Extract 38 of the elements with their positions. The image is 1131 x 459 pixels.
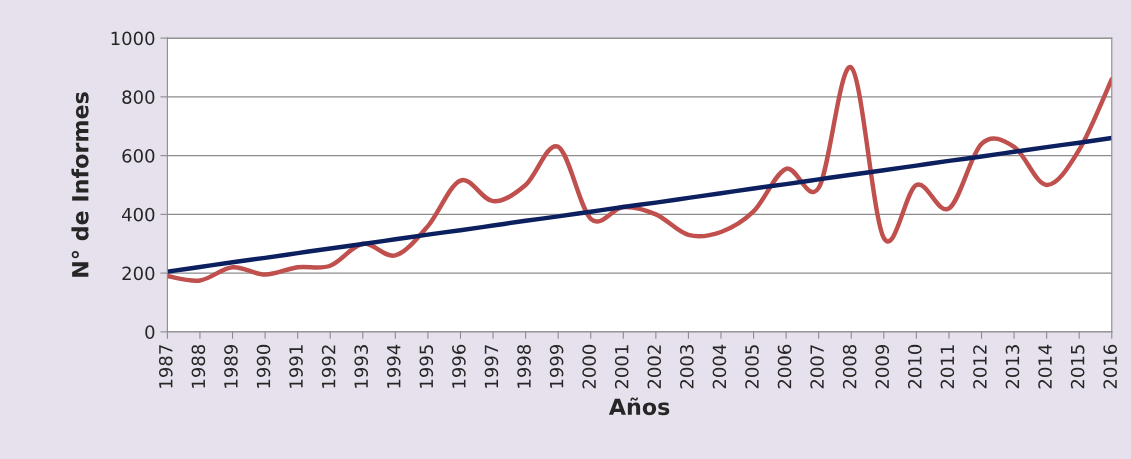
y-tick-label: 400: [122, 207, 155, 222]
x-axis-title: Años: [608, 397, 670, 416]
x-tick-label: 2005: [745, 345, 759, 389]
x-tick-label: 2007: [810, 345, 824, 389]
x-tick-label: 2015: [1070, 345, 1085, 389]
x-tick-label: 2000: [582, 344, 596, 389]
x-tick-label: 2004: [712, 344, 727, 389]
y-tick-label: 0: [145, 325, 155, 339]
x-tick-label: 1993: [354, 345, 369, 388]
y-tick-label: 600: [122, 149, 155, 163]
x-tick-label: 2013: [1005, 345, 1020, 389]
x-tick-label: 1990: [256, 344, 271, 388]
x-tick-label: 2003: [680, 345, 694, 389]
x-tick-label: 2011: [940, 345, 955, 389]
x-tick-label: 1988: [191, 344, 206, 388]
x-tick-label: 1987: [158, 345, 173, 388]
x-tick-label: 2010: [907, 344, 922, 389]
y-tick-label: 1000: [111, 31, 155, 46]
x-tick-label: 2009: [875, 344, 890, 389]
x-tick-label: 1994: [386, 344, 401, 388]
x-tick-label: 2014: [1038, 344, 1052, 389]
x-tick-label: 2012: [973, 345, 987, 389]
y-axis-title: N° de Informes: [71, 92, 89, 277]
x-tick-label: 1997: [484, 345, 499, 388]
x-tick-label: 1996: [452, 344, 466, 388]
x-tick-label: 1999: [549, 344, 564, 388]
x-tick-label: 1992: [321, 345, 336, 388]
x-tick-label: 1998: [517, 344, 531, 388]
x-tick-label: 2001: [614, 345, 629, 389]
x-tick-label: 2016: [1103, 344, 1118, 389]
x-tick-label: 2002: [647, 345, 662, 389]
x-tick-label: 1989: [224, 344, 238, 388]
y-tick-label: 800: [122, 90, 155, 104]
x-tick-label: 1995: [419, 345, 434, 388]
y-tick-label: 200: [122, 266, 155, 281]
x-tick-label: 2008: [842, 344, 857, 389]
x-tick-label: 1991: [289, 345, 303, 388]
x-tick-label: 2006: [777, 344, 792, 389]
